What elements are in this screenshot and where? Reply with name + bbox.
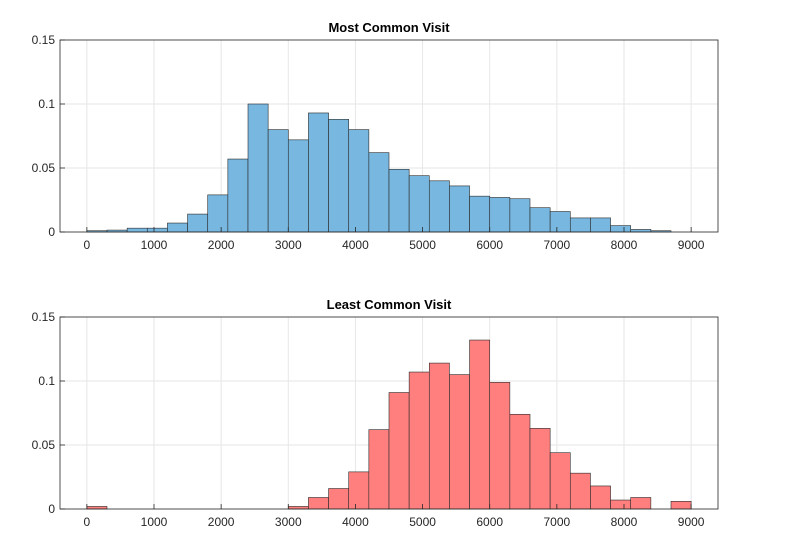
histogram-bar xyxy=(227,158,249,233)
histogram-bar xyxy=(368,152,390,233)
axes-box xyxy=(59,316,719,510)
histogram-bar xyxy=(368,429,390,510)
histogram-bar xyxy=(348,129,370,233)
histogram-bar xyxy=(509,413,531,510)
histogram-bar xyxy=(590,217,611,233)
chart-title: Most Common Visit xyxy=(328,20,450,35)
histogram-bar xyxy=(267,129,289,233)
histogram-bar xyxy=(187,213,209,233)
chart-title: Least Common Visit xyxy=(327,297,452,312)
histogram-bar xyxy=(308,497,329,510)
x-tick-label: 7000 xyxy=(544,515,571,529)
x-tick-label: 4000 xyxy=(342,515,369,529)
x-tick-label: 6000 xyxy=(476,515,503,529)
histogram-bar xyxy=(126,227,148,233)
histogram-bar xyxy=(670,501,692,510)
histogram-bar xyxy=(207,194,229,233)
y-tick-label: 0.05 xyxy=(32,438,56,452)
histogram-bar xyxy=(549,452,571,510)
chart-panel-1: 0 1000 2000 3000 4000 5000 6000 7000 8000 9000 0 0.… xyxy=(32,20,719,252)
histogram-bar xyxy=(469,339,491,510)
y-tick-label: 0.05 xyxy=(32,161,56,175)
x-tick-label: 9000 xyxy=(678,238,705,252)
x-tick-label: 3000 xyxy=(275,515,302,529)
histogram-bar xyxy=(449,185,470,233)
x-tick-label: 0 xyxy=(84,515,91,529)
y-tick-label: 0.15 xyxy=(32,33,56,47)
histogram-bar xyxy=(529,207,551,233)
histogram-bar xyxy=(549,211,571,233)
y-tick-label: 0 xyxy=(48,225,55,239)
x-tick-label: 1000 xyxy=(141,515,168,529)
y-tick-label: 0.1 xyxy=(38,97,55,111)
histogram-bar xyxy=(610,225,632,233)
x-tick-label: 5000 xyxy=(409,515,436,529)
histogram-bar xyxy=(590,485,611,510)
histogram-bar xyxy=(146,227,168,233)
x-tick-label: 6000 xyxy=(476,238,503,252)
histogram-bar xyxy=(328,119,350,233)
histogram-bar xyxy=(569,217,591,233)
x-tick-label: 8000 xyxy=(611,238,638,252)
x-tick-label: 8000 xyxy=(611,515,638,529)
histogram-bar xyxy=(630,497,652,510)
x-tick-label: 3000 xyxy=(275,238,302,252)
y-tick-label: 0.1 xyxy=(38,374,55,388)
histogram-bar xyxy=(569,472,591,510)
histogram-bar xyxy=(428,180,450,233)
y-tick-label: 0 xyxy=(48,502,55,516)
histogram-bar xyxy=(449,374,470,510)
histogram-bar xyxy=(509,198,531,233)
axes-box xyxy=(59,39,719,233)
histogram-bar xyxy=(167,222,188,233)
histogram-bar xyxy=(408,371,430,510)
histogram-bar xyxy=(348,471,370,510)
histogram-bar xyxy=(529,428,551,510)
histogram-bar xyxy=(428,362,450,510)
x-tick-label: 9000 xyxy=(678,515,705,529)
y-tick-label: 0.15 xyxy=(32,310,56,324)
x-tick-label: 2000 xyxy=(208,515,235,529)
x-tick-label: 1000 xyxy=(141,238,168,252)
histogram-bar xyxy=(469,195,491,233)
histogram-bar xyxy=(328,488,350,510)
histogram-bar xyxy=(489,197,511,233)
histogram-bar xyxy=(489,381,511,510)
histogram-bar xyxy=(610,499,632,510)
histogram-bar xyxy=(388,168,410,233)
histogram-bar xyxy=(247,103,269,233)
x-tick-label: 2000 xyxy=(208,238,235,252)
x-tick-label: 5000 xyxy=(409,238,436,252)
histogram-bar xyxy=(408,175,430,233)
x-tick-label: 4000 xyxy=(342,238,369,252)
histogram-bar xyxy=(287,139,309,233)
histogram-bar xyxy=(308,112,329,233)
x-tick-label: 7000 xyxy=(544,238,571,252)
chart-panel-2: 0 1000 2000 3000 4000 5000 6000 7000 8000 9000 0 0.… xyxy=(32,297,719,529)
x-tick-label: 0 xyxy=(84,238,91,252)
histogram-bar xyxy=(388,392,410,510)
